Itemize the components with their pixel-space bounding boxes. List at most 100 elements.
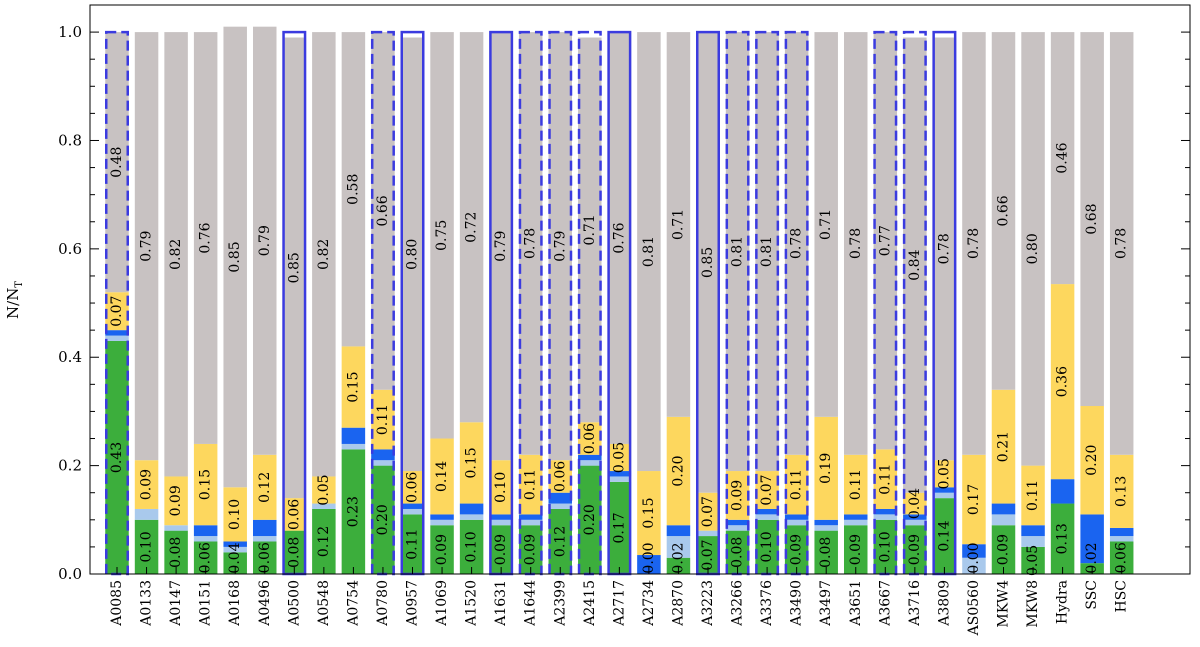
x-tick-label: Hydra	[1055, 580, 1071, 624]
bar-value-label: 0.07	[759, 474, 775, 505]
bar-segment-green	[400, 514, 425, 574]
bar-value-label: 0.11	[375, 404, 391, 435]
bar-segment-blue	[932, 487, 957, 493]
bar-segment-yellow	[518, 454, 543, 515]
bar-value-label: 0.10	[759, 531, 775, 562]
bar-value-label: 0.80	[1025, 233, 1041, 264]
y-tick-label: 0.6	[58, 240, 82, 258]
x-tick-label: A1069	[434, 580, 450, 627]
bar-value-label: 0.11	[789, 469, 805, 500]
bar-segment-yellow	[105, 292, 129, 331]
bar-segment-blue	[1050, 479, 1075, 504]
bar-segment-yellow	[400, 471, 425, 504]
y-axis-label-subscript: T	[14, 281, 25, 288]
bar-segment-lightblue	[932, 492, 957, 499]
bar-segment-lightblue	[725, 525, 750, 531]
bar-segment-lightblue	[784, 519, 809, 526]
bar-segment-lightblue	[459, 514, 484, 520]
bar-value-label: 0.79	[257, 225, 273, 256]
x-tick-label: MKW4	[996, 580, 1012, 628]
bar-segment-yellow	[430, 438, 454, 515]
bar-segment-blue	[814, 519, 838, 526]
bar-segment-lightblue	[666, 536, 691, 558]
x-tick-label: HSC	[1114, 580, 1130, 613]
bar-value-label: 0.09	[907, 534, 923, 565]
bar-value-label: 0.11	[405, 529, 421, 560]
x-tick-label: A0151	[198, 580, 214, 627]
x-tick-label: A2870	[670, 580, 686, 627]
bar-segment-blue	[548, 492, 572, 504]
bar-value-label: 0.78	[523, 228, 539, 259]
bar-segment-blue	[193, 525, 218, 537]
bar-segment-gray	[518, 32, 543, 455]
bar-segment-gray	[164, 32, 188, 477]
bar-segment-yellow	[193, 443, 218, 526]
bar-value-label: 0.20	[582, 504, 598, 535]
bar-value-label: 0.09	[523, 534, 539, 565]
bar-segment-blue	[725, 519, 750, 526]
bar-segment-lightblue	[253, 536, 277, 542]
bar-segment-blue	[873, 508, 898, 515]
bar-value-label: 0.05	[936, 458, 952, 489]
bar-value-label: 0.06	[286, 499, 302, 530]
x-tick-label: A2415	[582, 580, 598, 627]
bar-value-label: 0.66	[996, 195, 1012, 226]
x-tick-label: A3809	[936, 580, 952, 627]
bar-value-label: 0.15	[345, 371, 361, 402]
bar-value-label: 0.06	[582, 423, 598, 454]
bar-segment-green	[459, 519, 484, 574]
bar-segment-blue	[518, 514, 543, 520]
bar-segment-yellow	[1050, 284, 1075, 480]
bar-segment-blue	[991, 503, 1016, 515]
bar-value-label: 0.76	[198, 222, 214, 253]
bar-segment-lightblue	[844, 519, 868, 526]
bar-segment-green	[991, 525, 1016, 574]
bar-segment-blue	[784, 514, 809, 520]
bar-segment-lightblue	[489, 519, 513, 526]
bar-value-label: 0.15	[641, 497, 657, 528]
bar-value-label: 0.06	[552, 461, 568, 492]
bar-segment-gray	[696, 32, 720, 493]
bar-segment-gray	[844, 32, 868, 455]
bar-segment-lightblue	[696, 530, 720, 537]
bar-value-label: 0.79	[139, 231, 155, 262]
y-tick-label: 0.0	[58, 565, 82, 583]
bar-segment-blue	[578, 454, 602, 461]
bar-value-label: 0.05	[1025, 545, 1041, 576]
x-tick-label: A0085	[109, 580, 125, 627]
bar-value-label: 0.66	[375, 195, 391, 226]
bar-segment-yellow	[873, 449, 898, 509]
bar-value-label: 0.71	[582, 214, 598, 245]
bar-segment-green	[903, 525, 927, 574]
x-tick-label: A1644	[523, 580, 539, 627]
bar-segment-gray	[459, 32, 484, 423]
bar-value-label: 0.09	[493, 534, 509, 565]
bar-segment-green	[489, 525, 513, 574]
x-tick-label: A3716	[907, 580, 923, 627]
bar-value-label: 0.78	[966, 228, 982, 259]
bar-segment-green	[548, 508, 572, 574]
bar-segment-green	[518, 525, 543, 574]
bar-value-label: 0.11	[848, 469, 864, 500]
bar-segment-green	[844, 525, 868, 574]
bar-value-label: 0.85	[286, 252, 302, 283]
bar-value-label: 0.79	[493, 231, 509, 262]
bar-value-label: 0.76	[611, 222, 627, 253]
bar-segment-gray	[1080, 32, 1104, 407]
bar-segment-blue	[253, 519, 277, 537]
bar-value-label: 0.36	[1055, 366, 1071, 397]
bar-value-label: 0.11	[1025, 480, 1041, 511]
bar-value-label: 0.15	[464, 447, 480, 478]
bar-segment-gray	[725, 32, 750, 472]
bar-segment-lightblue	[430, 519, 454, 526]
bar-value-label: 0.06	[405, 472, 421, 503]
bar-segment-yellow	[962, 454, 986, 545]
bar-segment-yellow	[755, 471, 779, 509]
y-axis-label-main: N/N	[4, 288, 22, 319]
bar-value-label: 0.68	[1084, 203, 1100, 234]
bar-value-label: 0.75	[434, 220, 450, 251]
bar-value-label: 0.14	[434, 461, 450, 492]
bar-segment-gray	[312, 32, 336, 477]
bar-value-label: 0.85	[227, 241, 243, 272]
bar-segment-lightblue	[518, 519, 543, 526]
